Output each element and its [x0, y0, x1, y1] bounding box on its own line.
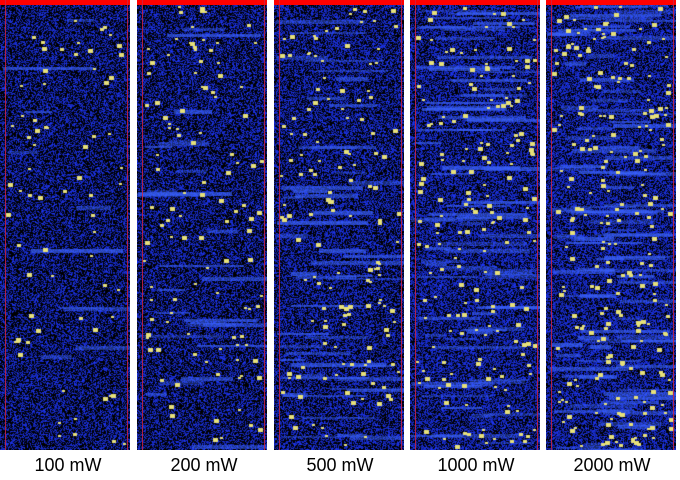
- waterfall-panel-100mw: [0, 0, 130, 450]
- edge-line: [401, 0, 402, 450]
- panel-labels: 100 mW 200 mW 500 mW 1000 mW 2000 mW: [0, 450, 680, 480]
- edge-line: [279, 0, 280, 450]
- waterfall-image: [410, 0, 540, 450]
- waterfall-panels: [0, 0, 676, 450]
- edge-line: [127, 0, 128, 450]
- waterfall-panel-200mw: [137, 0, 267, 450]
- top-bar: [137, 0, 267, 5]
- panel-label: 1000 mW: [437, 455, 515, 475]
- waterfall-image: [546, 0, 676, 450]
- edge-line: [537, 0, 538, 450]
- panel-label: 2000 mW: [573, 455, 651, 475]
- edge-line: [142, 0, 143, 450]
- waterfall-image: [137, 0, 267, 450]
- top-bar: [0, 0, 130, 5]
- waterfall-image: [0, 0, 130, 450]
- top-bar: [274, 0, 404, 5]
- edge-line: [264, 0, 265, 450]
- waterfall-panel-2000mw: [546, 0, 676, 450]
- top-bar: [546, 0, 676, 5]
- edge-line: [415, 0, 416, 450]
- panel-label: 100 mW: [34, 455, 102, 475]
- panel-label: 200 mW: [170, 455, 238, 475]
- top-bar: [410, 0, 540, 5]
- panel-label: 500 mW: [306, 455, 374, 475]
- waterfall-image: [274, 0, 404, 450]
- edge-line: [673, 0, 674, 450]
- waterfall-panel-500mw: [274, 0, 404, 450]
- waterfall-panel-1000mw: [410, 0, 540, 450]
- edge-line: [551, 0, 552, 450]
- edge-line: [5, 0, 6, 450]
